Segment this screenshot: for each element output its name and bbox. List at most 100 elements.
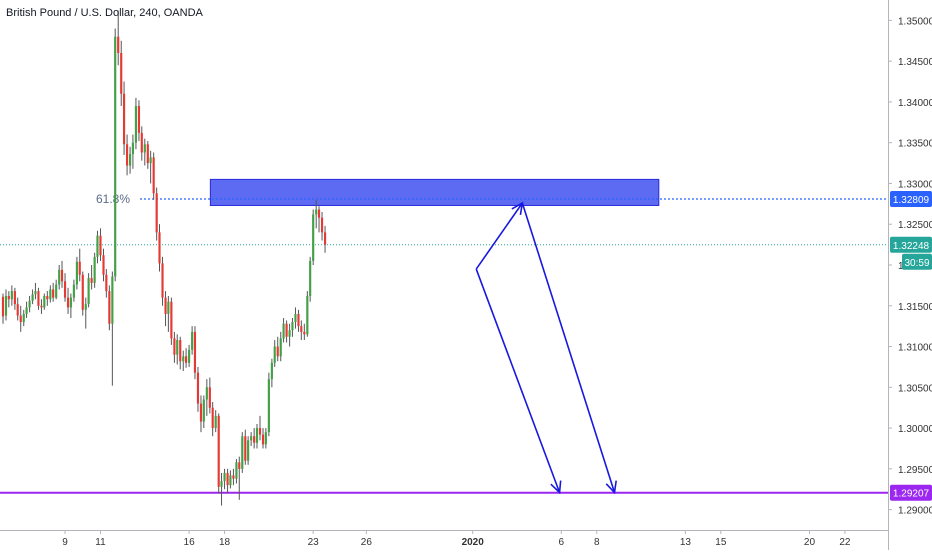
time-tick-label: 23: [308, 537, 320, 548]
candle-body-down: [323, 232, 327, 245]
candle-body-up: [31, 294, 34, 301]
candle-body-down: [158, 232, 161, 264]
candle-body-up: [111, 276, 114, 324]
candle-body-down: [102, 255, 105, 275]
candle-body-up: [309, 260, 312, 296]
time-tick-label: 11: [95, 537, 106, 548]
candle-body-up: [10, 291, 13, 300]
resistance-zone: [209, 178, 660, 206]
candle-body-up: [72, 284, 75, 298]
candle-body-down: [208, 387, 211, 408]
price-tick-label: 1.33500: [898, 139, 932, 150]
price-tick-label: 1.30500: [898, 383, 932, 394]
candle-body-down: [52, 289, 55, 298]
candle-body-up: [250, 436, 253, 441]
candle-body-down: [37, 291, 40, 306]
candle-body-down: [196, 372, 200, 404]
candle-body-down: [261, 434, 265, 445]
price-tick-label: 1.32500: [898, 220, 932, 231]
candle-body-up: [143, 144, 146, 153]
candle-body-up: [4, 295, 8, 316]
time-tick-label: 9: [62, 537, 68, 548]
candle-body-up: [291, 322, 294, 331]
candle-body-up: [312, 214, 315, 261]
candle-body-down: [217, 415, 220, 487]
candle-body-up: [34, 291, 37, 295]
candle-body-up: [205, 387, 208, 400]
current-price-badge-bg: [890, 236, 932, 253]
price-tick-label: 1.34500: [898, 57, 932, 68]
candle-body-down: [1, 296, 5, 317]
candle-body-up: [202, 399, 205, 422]
candle-body-down: [117, 36, 120, 53]
candle-body-down: [164, 297, 167, 314]
price-tick-label: 1.33000: [898, 179, 932, 190]
candle-body-down: [40, 305, 43, 308]
candle-body-down: [13, 291, 16, 305]
candle-body-down: [122, 93, 126, 145]
time-tick-label: 8: [594, 537, 600, 548]
candle-body-down: [99, 235, 102, 256]
candle-body-down: [297, 313, 300, 327]
time-tick-label: 20: [804, 537, 816, 548]
candle-body-down: [7, 295, 10, 300]
price-tick-label: 1.34000: [898, 98, 932, 109]
candle-body-down: [105, 274, 108, 292]
candle-body-down: [238, 462, 241, 469]
fib-price-badge-bg: [890, 191, 932, 208]
candle-body-down: [320, 217, 324, 233]
time-tick-label: 2020: [462, 537, 485, 548]
countdown-badge: 30:59: [904, 258, 929, 269]
candle-body-down: [146, 144, 149, 164]
candle-body-up: [43, 295, 46, 308]
candle-body-down: [16, 304, 19, 316]
candle-body-down: [60, 269, 64, 282]
candle-body-up: [294, 313, 297, 323]
candle-body-up: [58, 269, 61, 285]
candle-body-up: [273, 346, 276, 363]
candle-body-up: [149, 157, 152, 164]
candle-body-up: [176, 340, 179, 355]
candle-body-up: [270, 362, 273, 380]
price-tick-label: 1.35000: [898, 16, 932, 27]
price-tick-label: 1.31500: [898, 302, 932, 313]
candle-body-down: [81, 274, 84, 310]
candle-body-down: [161, 263, 164, 298]
candle-body-up: [69, 297, 72, 308]
price-tick-label: 1.29000: [898, 506, 932, 517]
time-tick-label: 18: [219, 537, 231, 548]
candle-body-up: [87, 278, 90, 305]
candle-body-up: [131, 142, 135, 155]
candle-body-down: [125, 144, 129, 166]
price-tick-label: 1.29500: [898, 465, 932, 476]
current-price-badge: 1.32248: [893, 241, 930, 252]
candle-body-up: [93, 256, 96, 283]
candle-body-up: [214, 415, 217, 429]
candle-body-up: [264, 432, 267, 445]
price-tick-label: 1.31000: [898, 343, 932, 354]
candle-body-up: [25, 307, 28, 314]
countdown-badge-bg: [902, 253, 932, 270]
projection-arrow-head: [550, 480, 562, 495]
candle-body-up: [282, 323, 285, 339]
candle-body-down: [211, 407, 214, 429]
chart-title: British Pound / U.S. Dollar, 240, OANDA: [6, 7, 203, 19]
candle-body-up: [75, 261, 78, 285]
candle-body-down: [244, 436, 247, 461]
time-tick-label: 22: [839, 537, 851, 548]
candle-body-down: [276, 346, 279, 357]
candle-body-down: [193, 331, 197, 373]
candle-body-up: [223, 472, 226, 482]
candle-body-down: [90, 278, 93, 283]
fib-price-badge: 1.32809: [893, 195, 930, 206]
candle-body-up: [22, 313, 25, 323]
candle-body-up: [167, 301, 170, 314]
support-price-badge: 1.29207: [893, 489, 930, 500]
candle-body-up: [28, 300, 31, 308]
candle-body-down: [66, 297, 70, 308]
candle-body-up: [129, 154, 132, 166]
time-tick-label: 6: [559, 537, 565, 548]
candle-body-down: [137, 106, 141, 133]
